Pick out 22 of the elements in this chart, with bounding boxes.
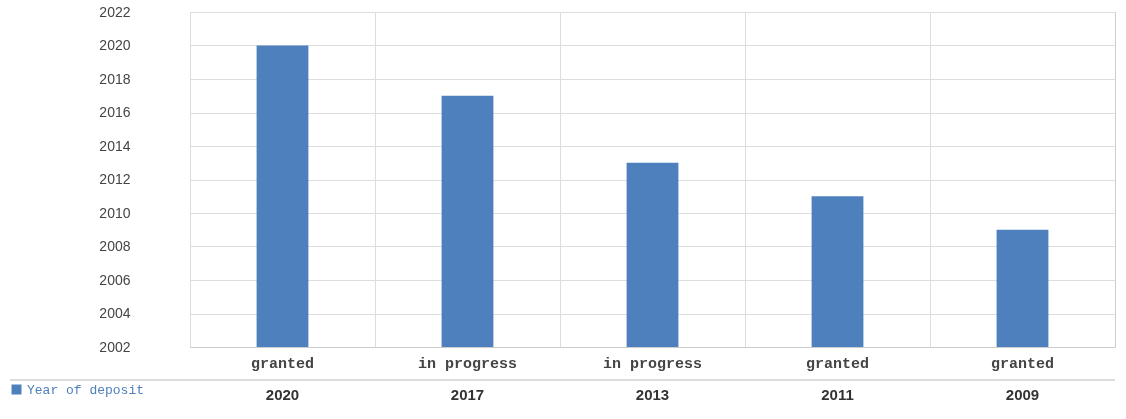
x-tick-label: granted: [250, 355, 315, 373]
x-tick-label: in progress: [602, 355, 703, 373]
data-label: 2013: [635, 386, 670, 403]
y-tick-label: 2022: [99, 3, 131, 20]
data-label: 2011: [821, 386, 854, 403]
y-tick-label: 2012: [99, 171, 131, 187]
y-tick-label: 2008: [99, 238, 131, 254]
x-tick-label: in progress: [417, 355, 518, 373]
data-label: 2009: [1005, 386, 1040, 403]
x-tick-label: granted: [990, 355, 1055, 373]
y-tick-label: 2018: [99, 70, 131, 87]
data-label: 2017: [450, 386, 485, 403]
y-tick-label: 2014: [99, 137, 131, 154]
y-tick-label: 2020: [99, 37, 131, 53]
y-tick-label: 2010: [99, 204, 131, 221]
data-label: 2020: [265, 386, 300, 403]
legend-label: Year of deposit: [27, 382, 145, 398]
y-tick-label: 2004: [99, 305, 131, 321]
y-tick-label: 2016: [99, 104, 131, 120]
y-tick-label: 2006: [99, 271, 131, 288]
x-tick-label: granted: [805, 355, 870, 373]
y-tick-label: 2002: [99, 338, 131, 355]
